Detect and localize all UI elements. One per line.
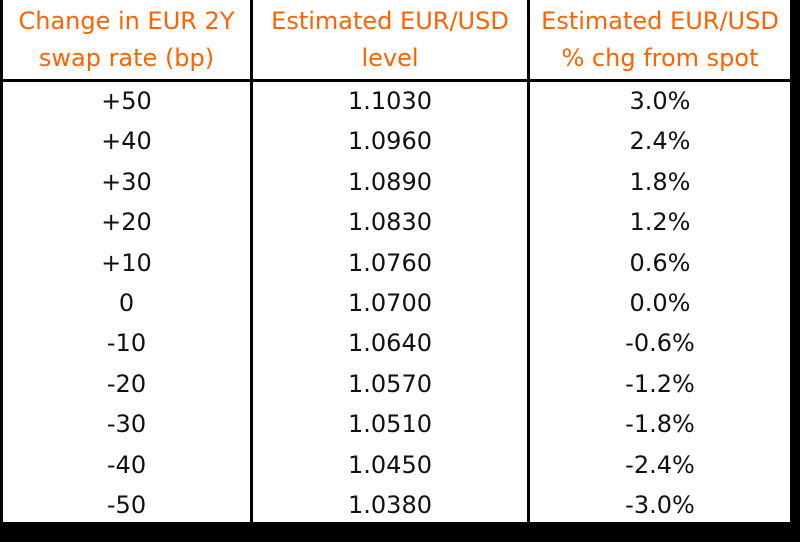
column-divider [527,0,530,522]
table-cell: 0 [118,289,135,317]
table-cell: -20 [106,369,147,398]
table-cell: 2.4% [629,127,691,156]
table-cell: +40 [101,127,152,156]
table-cell: -2.4% [625,450,695,479]
table-cell: 1.0570 [348,369,432,398]
table-cell: 1.0510 [348,410,432,439]
table-cell: +30 [101,167,152,196]
table-cell: -0.6% [625,329,695,358]
table-cell: -40 [106,450,147,479]
table-cell: 1.0960 [348,127,432,156]
header-text: Estimated EUR/USD [271,7,509,35]
table: Change in EUR 2Y swap rate (bp) Estimated … [3,0,790,522]
table-cell: 1.8% [629,167,691,196]
table-cell: 1.0380 [348,491,432,519]
table-cell: 0.0% [629,289,691,317]
table-cell: -3.0% [625,491,695,519]
table-cell: 1.0890 [348,167,432,196]
table-cell: -30 [106,410,147,439]
header-text: % chg from spot [561,44,759,72]
header-text: Estimated EUR/USD [541,7,779,35]
table-cell: 1.0760 [348,248,432,277]
table-cell: 1.0700 [348,289,432,317]
table-cell: -1.8% [625,410,695,439]
table-cell: 3.0% [629,87,691,115]
table-cell: 1.0640 [348,329,432,358]
table-cell: 1.2% [629,208,691,237]
table-cell: -10 [106,329,147,358]
header-divider [3,79,790,82]
header-text: Change in EUR 2Y [18,7,235,35]
header-text: level [361,44,419,72]
header-text: swap rate (bp) [38,44,215,72]
table-cell: -1.2% [625,369,695,398]
table-cell: +20 [101,208,152,237]
table-cell: 1.0450 [348,450,432,479]
table-cell: +50 [101,87,152,115]
table-cell: -50 [106,491,147,519]
table-cell: 1.1030 [348,87,432,115]
column-divider [250,0,253,522]
table-cell: 0.6% [629,248,691,277]
table-cell: +10 [101,248,152,277]
table-cell: 1.0830 [348,208,432,237]
